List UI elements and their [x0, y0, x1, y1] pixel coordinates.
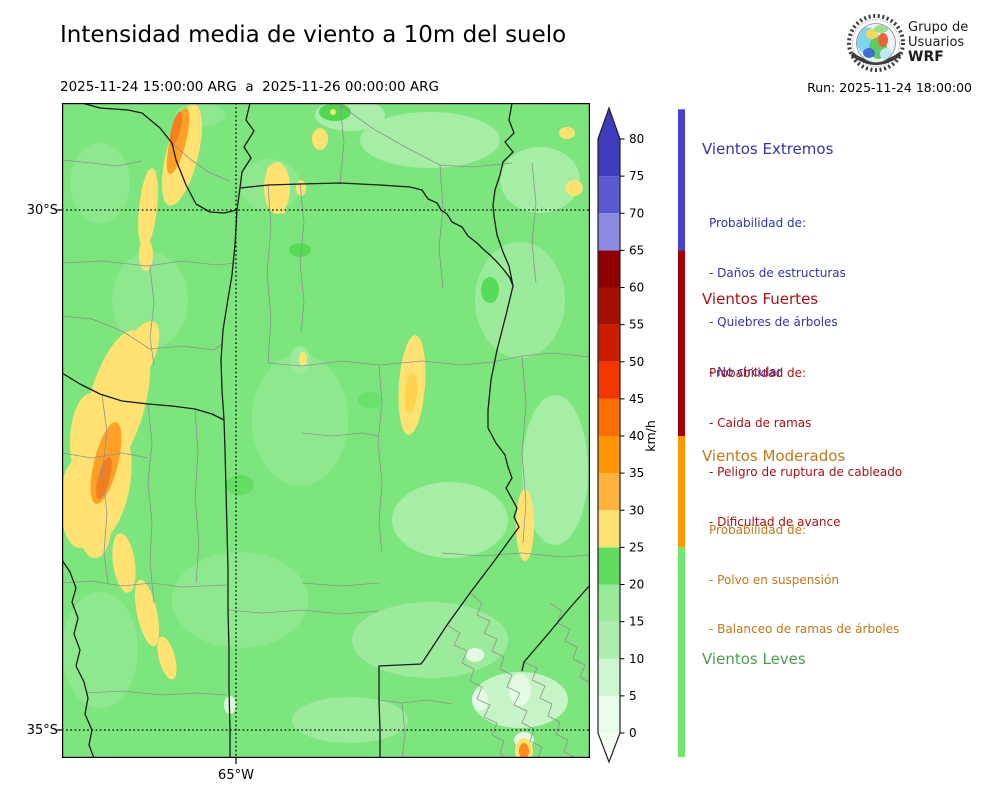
category-bar-segment — [678, 250, 685, 436]
legend-title-moderados: Vientos Moderados — [702, 447, 846, 465]
colorbar-tick-label: 55 — [629, 318, 644, 332]
colorbar-tick-label: 50 — [629, 355, 644, 369]
map-frame — [62, 103, 590, 758]
legend-vientos-extremos: Vientos Extremos Probabilidad de: - Daño… — [702, 140, 992, 413]
province-boundaries — [62, 103, 590, 758]
legend-line: - Quiebres de árboles — [709, 315, 838, 329]
colorbar-tick-label: 40 — [629, 429, 644, 443]
logo-globe-icon — [847, 14, 905, 72]
colorbar-tick-label: 20 — [629, 578, 644, 592]
department-boundaries — [62, 104, 590, 758]
logo-text-line1: Grupo de — [908, 20, 969, 35]
colorbar-segment — [598, 584, 620, 622]
legend-vientos-fuertes: Vientos Fuertes Probabilidad de: - Caida… — [702, 290, 992, 563]
legend-title-fuertes: Vientos Fuertes — [702, 290, 819, 308]
legend-line: - Peligro de ruptura de cableado — [709, 465, 903, 479]
wrf-logo: Grupo de Usuarios WRF — [845, 13, 995, 77]
legend-line: Probabilidad de: — [709, 216, 807, 230]
colorbar-segment — [598, 510, 620, 548]
legend-line: - Balanceo de ramas de árboles — [709, 622, 900, 636]
logo-text-line2: Usuarios — [908, 35, 965, 50]
logo-text: Grupo de Usuarios WRF — [908, 20, 968, 65]
lon-label-65w: 65°W — [218, 768, 254, 783]
colorbar-tick-label: 10 — [629, 652, 644, 666]
colorbar-tick-label: 5 — [629, 689, 637, 703]
orange-wind-ridges — [62, 104, 583, 758]
legend-line: - No circular — [709, 364, 782, 379]
colorbar-segment — [598, 250, 620, 288]
colorbar-tick-label: 65 — [629, 243, 644, 257]
page-title: Intensidad media de viento a 10m del sue… — [60, 22, 567, 48]
colorbar-segment — [598, 361, 620, 399]
colorbar-tick-label: 45 — [629, 392, 644, 406]
colorbar-tick-label: 35 — [629, 466, 644, 480]
legend-vientos-leves: Vientos Leves — [702, 650, 992, 692]
colorbar-segment — [598, 473, 620, 511]
logo-text-line3: WRF — [908, 49, 944, 65]
colorbar-segment — [598, 695, 620, 733]
legend-lines-moderados: Probabilidad de: - Polvo en suspensión -… — [702, 489, 992, 671]
colorbar-tick-label: 75 — [629, 169, 644, 183]
wind-intensity-map — [62, 103, 590, 758]
colorbar-tick-label: 25 — [629, 540, 644, 554]
legend-line: Probabilidad de: — [709, 366, 807, 380]
legend-title-extremos: Vientos Extremos — [702, 140, 834, 158]
colorbar-tick-label: 70 — [629, 206, 644, 220]
colorbar-segment — [598, 658, 620, 696]
legend-title-leves: Vientos Leves — [702, 650, 806, 668]
colorbar-segment — [598, 436, 620, 474]
colorbar-over-arrow — [598, 108, 620, 139]
lat-label-30s: 30°S — [26, 203, 58, 218]
colorbar-segment — [598, 621, 620, 659]
colorbar-segment — [598, 398, 620, 436]
colorbar-segment — [598, 176, 620, 214]
legend-line: Probabilidad de: — [709, 523, 807, 537]
colorbar-tick-label: 80 — [629, 132, 644, 146]
colorbar-segment — [598, 287, 620, 325]
run-label: Run: 2025-11-24 18:00:00 — [807, 80, 972, 95]
period-label: 2025-11-24 15:00:00 ARG a 2025-11-26 00:… — [60, 79, 439, 95]
lat-label-35s: 35°S — [26, 723, 58, 738]
colorbar-segment — [598, 324, 620, 362]
legend-line: - Dificultad de avance — [709, 514, 841, 529]
colorbar-unit-label: km/h — [643, 420, 658, 452]
category-bar-segment — [678, 547, 685, 757]
colorbar-tick-label: 15 — [629, 615, 644, 629]
legend-lines-fuertes: Probabilidad de: - Caida de ramas - Peli… — [702, 332, 992, 563]
green-wind-fields — [62, 103, 588, 748]
colorbar-tick-label: 0 — [629, 726, 637, 740]
colorbar-outline — [597, 106, 621, 764]
category-bar-segment — [678, 109, 685, 251]
legend-lines-extremos: Probabilidad de: - Daños de estructuras … — [702, 182, 992, 413]
colorbar-segment — [598, 547, 620, 585]
colorbar-tick-label: 60 — [629, 281, 644, 295]
category-bar-segment — [678, 436, 685, 548]
colorbar-tick-label: 30 — [629, 503, 644, 517]
colorbar-under-arrow — [598, 733, 620, 762]
legend-line: - Daños de estructuras — [709, 265, 846, 280]
legend-line: - Caida de ramas — [709, 415, 812, 430]
legend-vientos-moderados: Vientos Moderados Probabilidad de: - Pol… — [702, 447, 992, 671]
colorbar-segment — [598, 213, 620, 251]
colorbar-segment — [598, 139, 620, 177]
legend-line: - Polvo en suspensión — [709, 572, 839, 587]
